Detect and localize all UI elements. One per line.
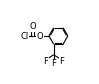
Text: O: O xyxy=(29,22,36,31)
Text: F: F xyxy=(59,57,64,66)
Text: Cl: Cl xyxy=(20,32,28,41)
Text: F: F xyxy=(43,57,48,66)
Text: F: F xyxy=(51,59,56,68)
Text: O: O xyxy=(37,32,43,41)
